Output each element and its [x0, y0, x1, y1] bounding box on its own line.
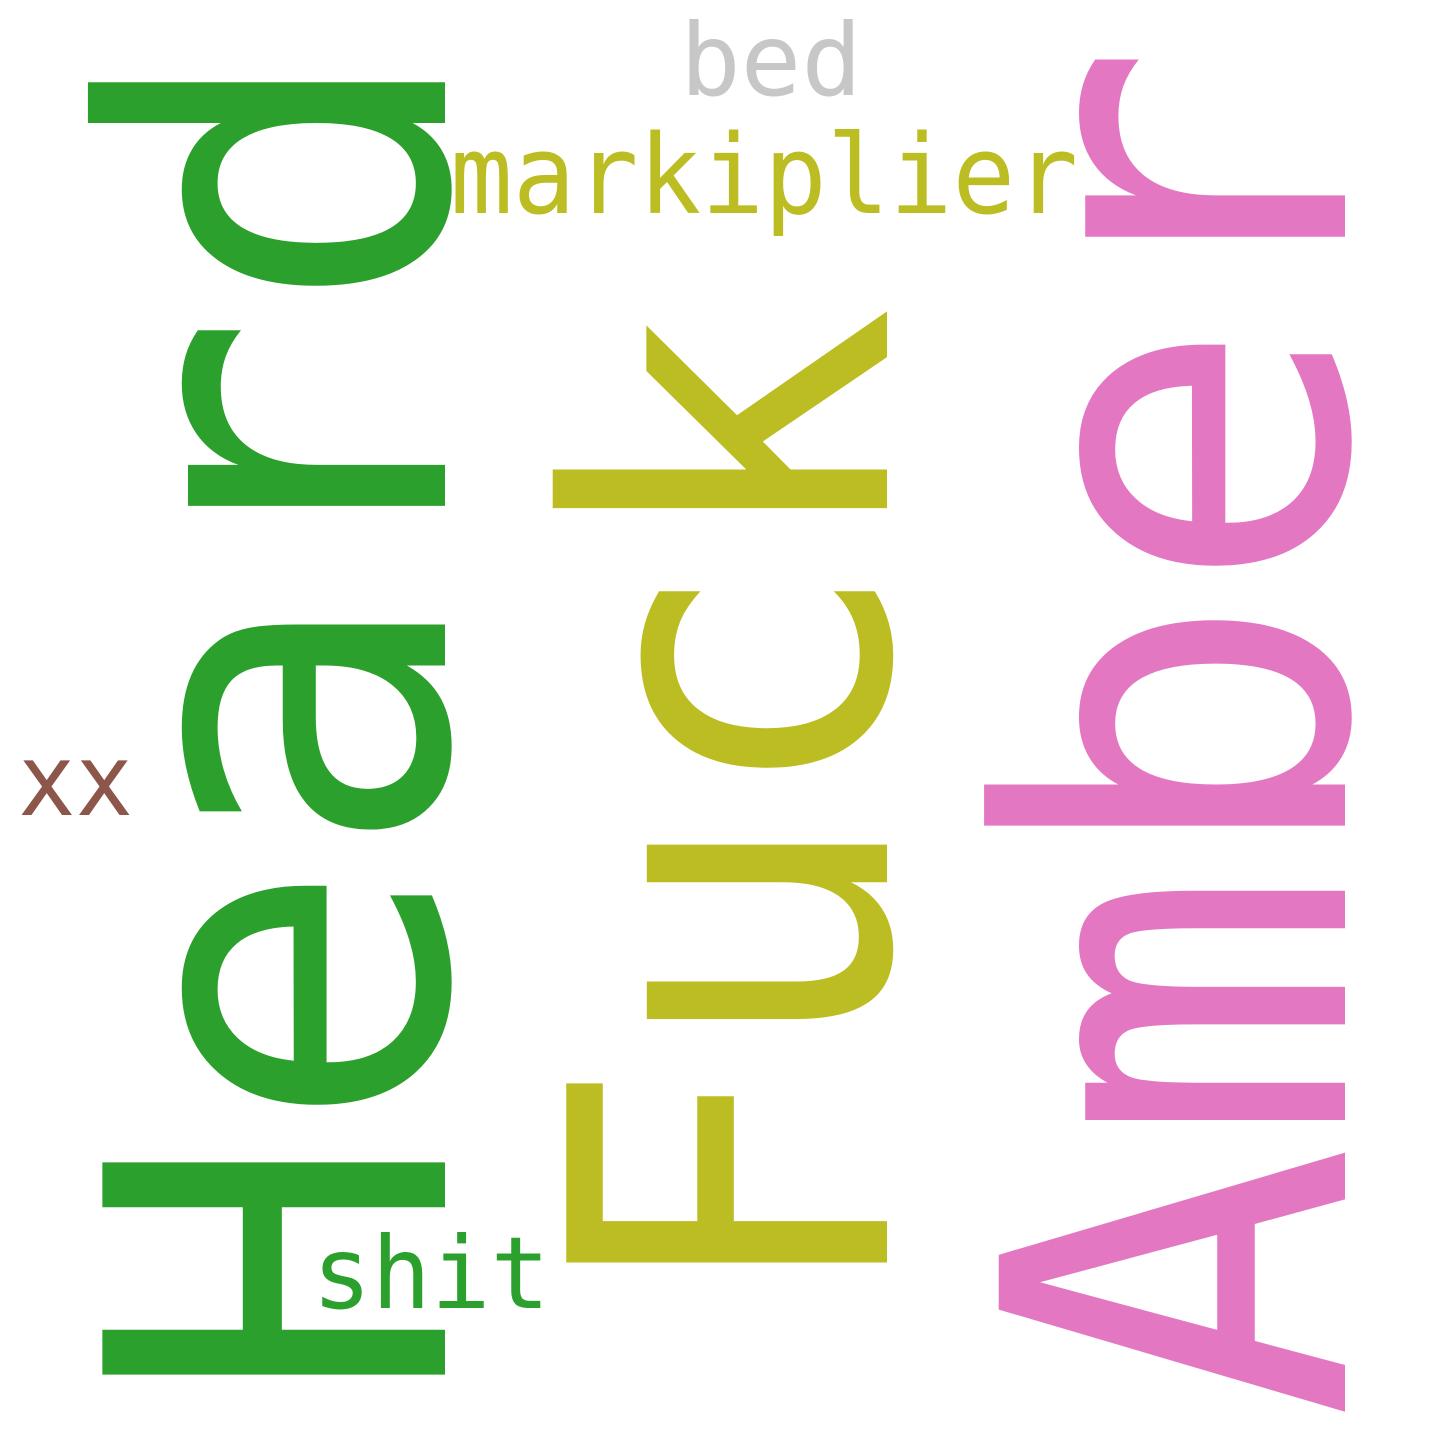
word: Heard [9, 40, 556, 1405]
word: Fuck [479, 305, 991, 1310]
word: xx [18, 722, 133, 839]
word: Amber [905, 42, 1440, 1420]
word: bed [680, 2, 862, 119]
word: markiplier [450, 111, 1078, 239]
word: shit [312, 1215, 550, 1332]
